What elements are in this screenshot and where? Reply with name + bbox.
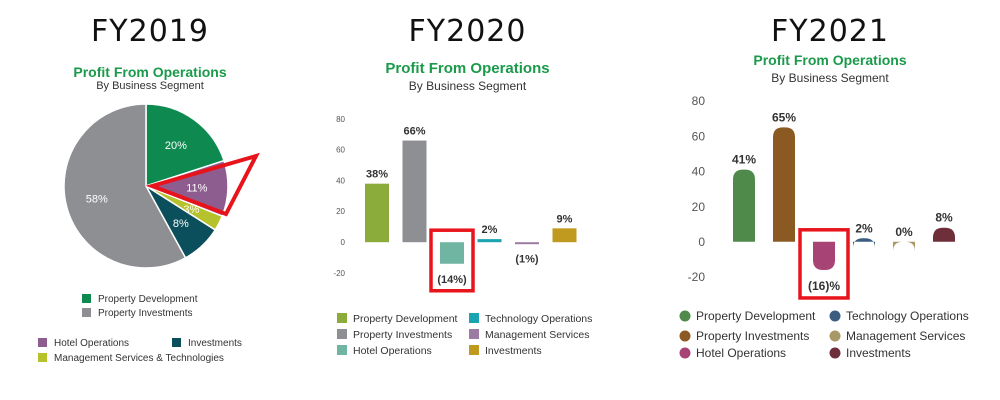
highlight-box bbox=[798, 228, 850, 300]
bar-data-label: 2% bbox=[482, 224, 498, 236]
legend-label: Technology Operations bbox=[485, 313, 592, 325]
bar-data-label: 38% bbox=[366, 169, 388, 181]
highlight-triangle bbox=[145, 152, 260, 217]
legend-swatch bbox=[679, 347, 691, 359]
bar-hotel-operations bbox=[813, 241, 835, 270]
legend-swatch bbox=[469, 329, 479, 339]
y-tick-label: 0 bbox=[698, 235, 705, 249]
legend-label: Property Investments bbox=[353, 329, 452, 341]
pie-data-label: 58% bbox=[86, 194, 108, 206]
legend-label: Investments bbox=[188, 338, 242, 349]
bar-data-label: 2% bbox=[855, 221, 873, 235]
pie-data-label: 11% bbox=[186, 183, 207, 195]
y-tick-label: -20 bbox=[333, 269, 345, 278]
bar-data-label: (14%) bbox=[437, 274, 467, 286]
chart-title: Profit From Operations bbox=[73, 64, 227, 80]
legend-swatch bbox=[172, 338, 181, 347]
y-tick-label: 20 bbox=[692, 200, 706, 214]
legend-label: Hotel Operations bbox=[54, 338, 129, 349]
chart-subtitle: By Business Segment bbox=[96, 80, 204, 92]
bar-data-label: 41% bbox=[732, 153, 756, 167]
bar-technology-operations bbox=[853, 238, 875, 249]
legend-label: Property Development bbox=[696, 309, 816, 323]
chart-title: Profit From Operations bbox=[385, 60, 550, 77]
legend-swatch bbox=[679, 310, 691, 322]
y-tick-label: 40 bbox=[692, 165, 706, 179]
legend-label: Management Services bbox=[485, 329, 589, 341]
bar-property-development bbox=[365, 183, 389, 243]
chart-title: Profit From Operations bbox=[753, 52, 907, 68]
legend-label: Management Services & Technologies bbox=[54, 353, 224, 364]
pie-slice-property-development bbox=[145, 103, 225, 188]
y-tick-label: 0 bbox=[341, 238, 346, 247]
legend-swatch bbox=[679, 330, 691, 342]
bar-data-label: 9% bbox=[557, 213, 573, 225]
y-tick-label: 60 bbox=[692, 129, 706, 143]
y-tick-label: 20 bbox=[336, 207, 345, 216]
panel-heading: FY2020 bbox=[408, 14, 527, 49]
bar-chart: 80 60 40 20 0 -20 38% 66% (14%) 2% (1%) 9% Property … bbox=[333, 115, 592, 357]
legend-swatch bbox=[337, 313, 347, 323]
bar-data-label: (16)% bbox=[808, 279, 840, 293]
legend-label: Hotel Operations bbox=[353, 345, 432, 357]
y-tick-label: -20 bbox=[688, 270, 706, 284]
bar-investments bbox=[933, 227, 955, 242]
legend-swatch bbox=[38, 353, 47, 362]
bar-data-label: 0% bbox=[895, 225, 913, 239]
panel-fy2019: FY2019 Profit From Operations By Busines… bbox=[0, 0, 300, 400]
pie-slice-property-investments bbox=[63, 103, 187, 269]
legend-swatch bbox=[829, 310, 841, 322]
legend-label: Management Services bbox=[846, 329, 965, 343]
chart-subtitle: By Business Segment bbox=[408, 79, 527, 93]
highlight-box bbox=[429, 228, 475, 293]
bar-investments bbox=[552, 228, 577, 243]
legend-label: Property Investments bbox=[696, 329, 809, 343]
panel-heading: FY2019 bbox=[91, 14, 209, 49]
y-tick-label: 40 bbox=[336, 176, 345, 185]
legend-swatch bbox=[829, 330, 841, 342]
bar-chart: 80 60 40 20 0 -20 41% 65% (16)% 2% 0% 8% Property De… bbox=[679, 94, 969, 360]
legend-label: Investments bbox=[846, 346, 911, 360]
bar-property-investments bbox=[773, 127, 795, 242]
bar-management-services bbox=[893, 241, 915, 252]
bar-property-investments bbox=[402, 140, 427, 243]
bar-data-label: 65% bbox=[772, 110, 796, 124]
legend-swatch bbox=[337, 329, 347, 339]
y-tick-label: 60 bbox=[336, 146, 345, 155]
bar-hotel-operations bbox=[440, 242, 464, 264]
panel-heading: FY2021 bbox=[771, 14, 889, 49]
legend-label: Property Development bbox=[98, 294, 198, 305]
bar-management-services bbox=[515, 242, 539, 245]
bar-data-label: 66% bbox=[403, 126, 425, 138]
bar-property-development bbox=[733, 169, 755, 242]
pie-data-label: 20% bbox=[165, 140, 187, 152]
pie-data-label: 8% bbox=[173, 218, 189, 230]
legend-swatch bbox=[469, 345, 479, 355]
legend-label: Property Investments bbox=[98, 308, 192, 319]
legend-label: Investments bbox=[485, 345, 542, 357]
legend-label: Property Development bbox=[353, 313, 458, 325]
legend-swatch bbox=[829, 347, 841, 359]
y-tick-label: 80 bbox=[692, 94, 706, 108]
bar-data-label: 8% bbox=[935, 211, 953, 225]
chart-subtitle: By Business Segment bbox=[771, 71, 889, 85]
bar-data-label: (1%) bbox=[515, 254, 539, 266]
legend-swatch bbox=[82, 294, 91, 303]
panel-fy2020: FY2020 Profit From Operations By Busines… bbox=[325, 0, 610, 400]
legend-label: Technology Operations bbox=[846, 309, 969, 323]
legend-swatch bbox=[469, 313, 479, 323]
panel-fy2021: FY2021 Profit From Operations By Busines… bbox=[660, 0, 1000, 400]
legend-swatch bbox=[82, 308, 91, 317]
legend-label: Hotel Operations bbox=[696, 346, 786, 360]
y-tick-label: 80 bbox=[336, 115, 345, 124]
legend-swatch bbox=[38, 338, 47, 347]
bar-technology-operations bbox=[477, 239, 502, 243]
legend-swatch bbox=[337, 345, 347, 355]
